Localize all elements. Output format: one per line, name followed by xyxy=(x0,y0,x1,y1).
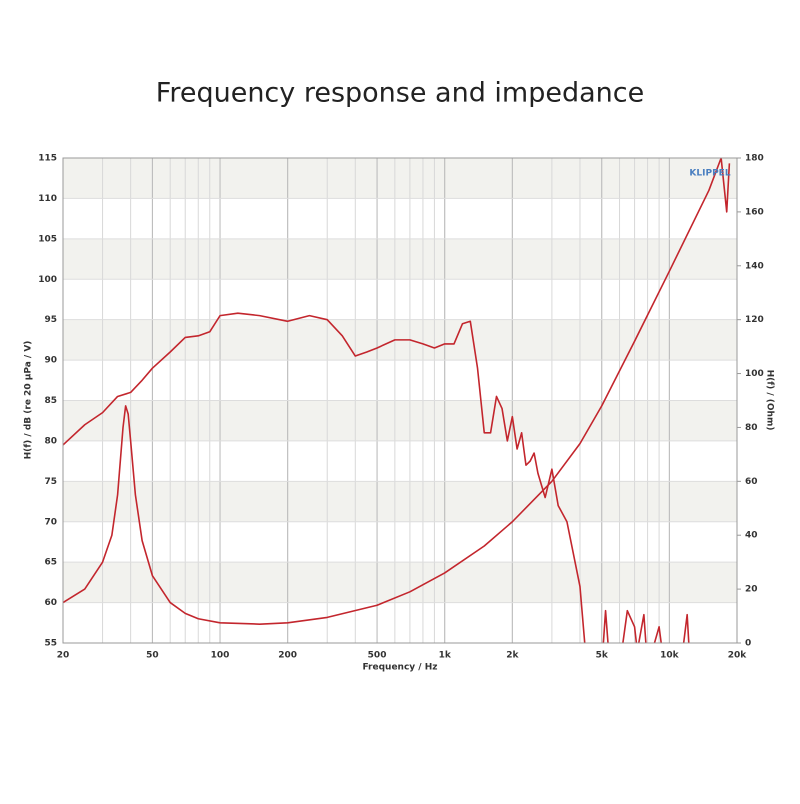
y2-tick-label: 120 xyxy=(745,315,764,325)
y-tick-label: 70 xyxy=(44,517,57,527)
y2-tick-label: 140 xyxy=(745,261,764,271)
y-tick-label: 60 xyxy=(44,598,57,608)
x-tick-label: 200 xyxy=(278,651,297,661)
logo: KLIPPEL xyxy=(689,169,730,179)
x-tick-label: 2k xyxy=(506,651,519,661)
plot-frame xyxy=(62,157,738,644)
y-tick-label: 115 xyxy=(38,154,57,164)
y-tick-label: 80 xyxy=(44,436,57,446)
grid-band xyxy=(63,238,737,280)
y2-tick-label: 80 xyxy=(745,423,758,433)
y-tick-label: 90 xyxy=(44,356,57,366)
y-tick-label: 55 xyxy=(44,639,57,649)
x-tick-label: 50 xyxy=(146,651,159,661)
y-tick-label: 105 xyxy=(38,234,57,244)
lines xyxy=(63,158,731,643)
y2-tick-label: 20 xyxy=(745,585,758,595)
y2-axis-label: H(f) / (Ohm) xyxy=(765,370,775,431)
grid-band xyxy=(63,158,737,199)
y-tick-label: 85 xyxy=(44,396,57,406)
y2-tick-label: 40 xyxy=(745,531,758,541)
x-tick-label: 100 xyxy=(211,651,230,661)
grid xyxy=(62,157,738,644)
grid-band xyxy=(63,481,737,522)
y-tick-label: 100 xyxy=(38,275,57,285)
x-tick-label: 20k xyxy=(728,651,748,661)
x-tick-label: 500 xyxy=(368,651,387,661)
x-tick-label: 5k xyxy=(596,651,609,661)
y2-tick-label: 100 xyxy=(745,369,764,379)
y-tick-label: 75 xyxy=(44,477,57,487)
y-tick-label: 65 xyxy=(44,558,57,568)
x-tick-label: 20 xyxy=(57,651,70,661)
series-line xyxy=(63,158,731,625)
x-tick-label: 1k xyxy=(439,651,452,661)
y2-tick-label: 60 xyxy=(745,477,758,487)
y2-tick-label: 0 xyxy=(745,639,751,649)
grid-band xyxy=(63,400,737,441)
y-tick-label: 110 xyxy=(38,194,57,204)
y-tick-label: 95 xyxy=(44,315,57,325)
y2-tick-label: 180 xyxy=(745,154,764,164)
y-axis-label: H(f) / dB (re 20 µPa / V) xyxy=(24,341,34,460)
chart-title: Frequency response and impedance xyxy=(156,78,644,109)
x-tick-label: 10k xyxy=(660,651,680,661)
x-axis-label: Frequency / Hz xyxy=(362,663,437,673)
y2-tick-label: 160 xyxy=(745,207,764,217)
series-line xyxy=(63,312,690,643)
